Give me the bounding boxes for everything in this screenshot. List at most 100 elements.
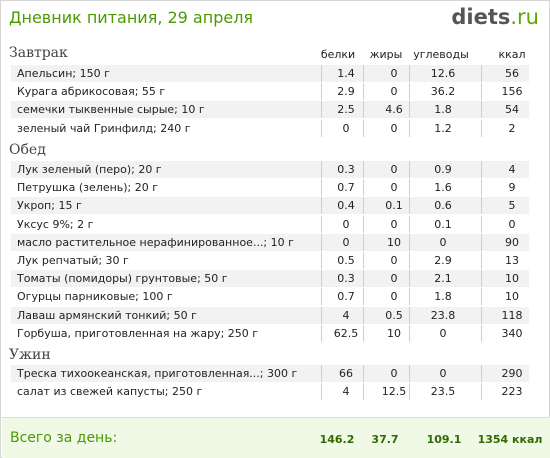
- column-divider: [481, 324, 482, 342]
- column-divider: [321, 161, 322, 178]
- food-carbs: 1.2: [434, 121, 452, 135]
- column-divider: [409, 197, 410, 215]
- food-kcal: 118: [501, 308, 523, 322]
- food-name: масло растительное нерафинированное...; …: [17, 235, 294, 249]
- food-fat: 0: [390, 85, 398, 99]
- column-divider: [481, 306, 482, 324]
- food-carbs: 0: [439, 326, 447, 340]
- column-divider: [321, 179, 322, 197]
- column-divider: [481, 252, 482, 269]
- food-row[interactable]: Томаты (помидоры) грунтовые; 50 г 0.3 0 2.1…: [11, 270, 529, 288]
- food-kcal: 13: [505, 254, 519, 267]
- column-divider: [321, 119, 322, 137]
- column-divider: [321, 365, 322, 382]
- food-name: Треска тихоокеанская, приготовленная...;…: [17, 367, 298, 380]
- food-protein: 0.5: [337, 254, 355, 267]
- food-row[interactable]: Укроп; 15 г 0.4 0.1 0.6 5: [11, 197, 529, 215]
- food-name: Уксус 9%; 2 г: [17, 217, 94, 231]
- food-carbs: 2.1: [434, 272, 452, 286]
- column-divider: [409, 365, 410, 382]
- section-title: Завтрак: [9, 45, 68, 61]
- food-name: Лаваш армянский тонкий; 50 г: [17, 308, 197, 322]
- total-protein: 146.2: [319, 433, 355, 446]
- column-divider: [481, 161, 482, 178]
- food-row[interactable]: Лук зеленый (перо); 20 г 0.3 0 0.9 4: [11, 161, 529, 178]
- column-divider: [409, 306, 410, 324]
- food-carbs: 1.6: [434, 181, 452, 195]
- food-fat: 0: [390, 367, 398, 380]
- column-divider: [481, 119, 482, 137]
- food-row[interactable]: Курага абрикосовая; 55 г 2.9 0 36.2 156: [11, 83, 529, 101]
- food-fat: 0.1: [385, 199, 403, 213]
- column-divider: [363, 233, 364, 251]
- food-row[interactable]: зеленый чай Гринфилд; 240 г 0 0 1.2 2: [11, 119, 529, 137]
- food-protein: 4: [342, 308, 350, 322]
- column-divider: [409, 119, 410, 137]
- daily-total-bar: Всего за день: 146.2 37.7 109.1 1354 кка…: [2, 417, 550, 458]
- column-divider: [321, 233, 322, 251]
- food-name: Горбуша, приготовленная на жару; 250 г: [17, 326, 259, 340]
- column-divider: [481, 83, 482, 101]
- food-fat: 0: [390, 163, 398, 176]
- food-name: семечки тыквенные сырые; 10 г: [17, 103, 205, 117]
- logo-suffix: .ru: [510, 5, 539, 29]
- food-kcal: 10: [505, 272, 519, 286]
- food-kcal: 5: [508, 199, 516, 213]
- column-divider: [409, 288, 410, 306]
- site-logo[interactable]: diets.ru: [451, 5, 539, 29]
- food-fat: 12.5: [381, 385, 407, 399]
- column-header-kcal: ккал: [498, 48, 526, 61]
- food-kcal: 4: [508, 163, 516, 176]
- column-divider: [409, 101, 410, 119]
- column-divider: [363, 324, 364, 342]
- food-row[interactable]: Треска тихоокеанская, приготовленная...;…: [11, 365, 529, 382]
- food-row[interactable]: Апельсин; 150 г 1.4 0 12.6 56: [11, 65, 529, 82]
- column-divider: [363, 83, 364, 101]
- column-header-protein: белки: [320, 48, 356, 61]
- column-divider: [321, 101, 322, 119]
- food-row[interactable]: Уксус 9%; 2 г 0 0 0.1 0: [11, 215, 529, 233]
- total-fat: 37.7: [371, 433, 399, 446]
- column-divider: [409, 383, 410, 401]
- food-row[interactable]: Лук репчатый; 30 г 0.5 0 2.9 13: [11, 252, 529, 269]
- column-divider: [363, 270, 364, 288]
- food-fat: 0: [390, 121, 398, 135]
- food-carbs: 0: [439, 367, 447, 380]
- section-title: Обед: [9, 142, 46, 158]
- column-divider: [363, 101, 364, 119]
- food-fat: 0: [390, 181, 398, 195]
- food-fat: 10: [387, 235, 401, 249]
- food-carbs: 0.9: [434, 163, 452, 176]
- food-row[interactable]: Горбуша, приготовленная на жару; 250 г 62…: [11, 324, 529, 342]
- food-carbs: 12.6: [430, 67, 456, 80]
- food-kcal: 2: [508, 121, 516, 135]
- total-kcal: 1354 ккал: [477, 433, 543, 446]
- food-name: Укроп; 15 г: [17, 199, 82, 213]
- food-protein: 2.9: [337, 85, 355, 99]
- food-kcal: 10: [505, 290, 519, 304]
- column-divider: [321, 197, 322, 215]
- column-divider: [409, 65, 410, 82]
- food-protein: 0.7: [337, 181, 355, 195]
- column-header-fat: жиры: [369, 48, 403, 61]
- food-kcal: 340: [501, 326, 523, 340]
- food-row[interactable]: Огурцы парниковые; 100 г 0.7 0 1.8 10: [11, 288, 529, 306]
- food-kcal: 156: [501, 85, 523, 99]
- column-divider: [409, 324, 410, 342]
- food-name: Лук зеленый (перо); 20 г: [17, 163, 162, 176]
- food-row[interactable]: семечки тыквенные сырые; 10 г 2.5 4.6 1.8 54: [11, 101, 529, 119]
- column-divider: [321, 252, 322, 269]
- food-name: Апельсин; 150 г: [17, 67, 110, 80]
- total-carbs: 109.1: [426, 433, 462, 446]
- food-fat: 10: [387, 326, 401, 340]
- food-protein: 0.7: [337, 290, 355, 304]
- food-row[interactable]: масло растительное нерафинированное...; …: [11, 233, 529, 251]
- column-divider: [363, 119, 364, 137]
- food-row[interactable]: салат из свежей капусты; 250 г 4 12.5 23.5 2…: [11, 383, 529, 401]
- food-kcal: 54: [505, 103, 519, 117]
- food-fat: 4.6: [385, 103, 403, 117]
- food-protein: 0: [342, 121, 350, 135]
- food-row[interactable]: Лаваш армянский тонкий; 50 г 4 0.5 23.8 118: [11, 306, 529, 324]
- food-row[interactable]: Петрушка (зелень); 20 г 0.7 0 1.6 9: [11, 179, 529, 197]
